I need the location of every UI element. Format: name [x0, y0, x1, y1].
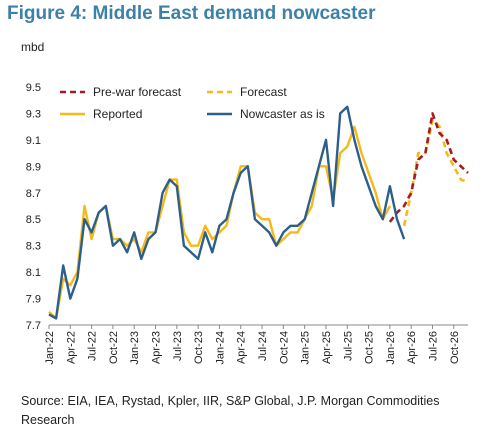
- y-tick-label: 8.7: [26, 188, 41, 200]
- x-tick-label: Jan-25: [300, 331, 312, 365]
- source-note: Source: EIA, IEA, Rystad, Kpler, IIR, S&…: [21, 394, 440, 427]
- x-tick-label: Oct-23: [193, 331, 205, 364]
- x-tick-label: Jan-26: [385, 331, 397, 365]
- y-tick-label: 8.1: [26, 267, 41, 279]
- y-tick-label: 9.3: [26, 108, 41, 120]
- x-tick-label: Oct-22: [108, 331, 120, 364]
- y-tick-label: 9.5: [26, 82, 41, 94]
- chart-canvas: 7.7 7.9 8.1 8.3 8.5 8.7 8.9 9.1 9.3 9.5 Jan-22 Apr-…: [26, 82, 469, 365]
- legend-label: Nowcaster as is: [240, 107, 325, 121]
- legend-label: Pre-war forecast: [93, 85, 182, 99]
- x-tick-label: Jul-23: [172, 331, 184, 361]
- legend: Pre-war forecast Forecast Reported Nowcaste…: [60, 85, 325, 121]
- x-tick-label: Oct-25: [364, 331, 376, 364]
- y-tick-label: 7.7: [26, 320, 41, 332]
- series-line-pre-war-forecast: [388, 112, 469, 223]
- series-line-reported: [48, 125, 391, 320]
- x-tick-label: Jul-24: [257, 331, 269, 361]
- y-tick-label: 9.1: [26, 135, 41, 147]
- x-tick-label: Oct-24: [278, 331, 290, 364]
- y-tick-label: 8.3: [26, 241, 41, 253]
- y-tick-label: 7.9: [26, 294, 41, 306]
- y-tick-label: 8.9: [26, 161, 41, 173]
- series-line-nowcaster-as-is: [48, 105, 406, 320]
- x-tick-label: Jan-22: [44, 331, 56, 365]
- legend-label: Forecast: [240, 85, 287, 99]
- x-tick-label: Oct-26: [449, 331, 461, 364]
- x-tick-label: Jul-25: [342, 331, 354, 361]
- x-tick-label: Jul-22: [87, 331, 99, 361]
- series-lines: [48, 105, 469, 320]
- chart-title: Figure 4: Middle East demand nowcaster: [7, 3, 376, 24]
- x-tick-label: Jan-24: [214, 331, 226, 365]
- x-tick-label: Apr-25: [321, 331, 333, 364]
- legend-label: Reported: [93, 107, 142, 121]
- y-axis-unit-label: mbd: [21, 40, 45, 54]
- x-tick-label: Jan-23: [129, 331, 141, 365]
- x-tick-label: Apr-24: [236, 331, 248, 364]
- series-line-forecast: [402, 118, 469, 227]
- x-tick-label: Apr-22: [65, 331, 77, 364]
- x-tick-label: Apr-26: [406, 331, 418, 364]
- x-tick-label: Apr-23: [151, 331, 163, 364]
- y-tick-label: 8.5: [26, 214, 41, 226]
- axes: 7.7 7.9 8.1 8.3 8.5 8.7 8.9 9.1 9.3 9.5 Jan-22 Apr-…: [26, 82, 468, 365]
- x-tick-label: Jul-26: [427, 331, 439, 361]
